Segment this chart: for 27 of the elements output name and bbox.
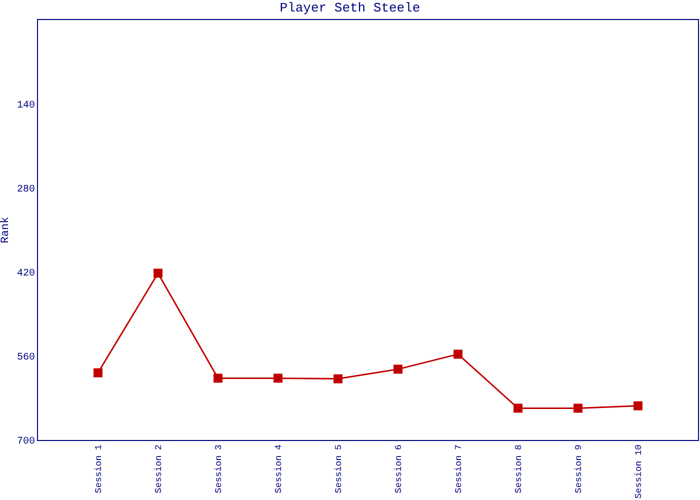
point: [634, 401, 642, 410]
x-tick-label: Session 4: [274, 444, 284, 494]
y-tick-label: 700: [16, 436, 35, 448]
x-tick-label: Session 1: [94, 444, 104, 494]
point: [514, 404, 522, 413]
point: [94, 368, 102, 378]
y-tick-label: 280: [16, 184, 35, 196]
x-tick-label: Session 7: [454, 444, 464, 494]
x-tick-label: Session 8: [514, 444, 524, 494]
point: [274, 374, 282, 383]
chart-title: Player Seth Steele: [280, 0, 420, 16]
y-axis-title: Rank: [0, 216, 12, 244]
point: [334, 374, 342, 384]
point: [214, 374, 222, 383]
x-tick-label: Session 6: [394, 444, 404, 494]
x-tick-label: Session 10: [634, 444, 644, 499]
x-tick-label: Session 5: [334, 444, 344, 494]
x-tick-label: Session 2: [154, 444, 164, 494]
point: [154, 268, 162, 278]
x-tick-label: Session 9: [574, 444, 584, 494]
point: [454, 350, 462, 359]
y-tick-label: 140: [16, 100, 35, 112]
y-tick-label: 560: [16, 352, 35, 364]
y-tick-label: 420: [16, 268, 35, 280]
point: [574, 404, 582, 413]
point: [394, 364, 402, 374]
x-tick-label: Session 3: [214, 444, 224, 494]
